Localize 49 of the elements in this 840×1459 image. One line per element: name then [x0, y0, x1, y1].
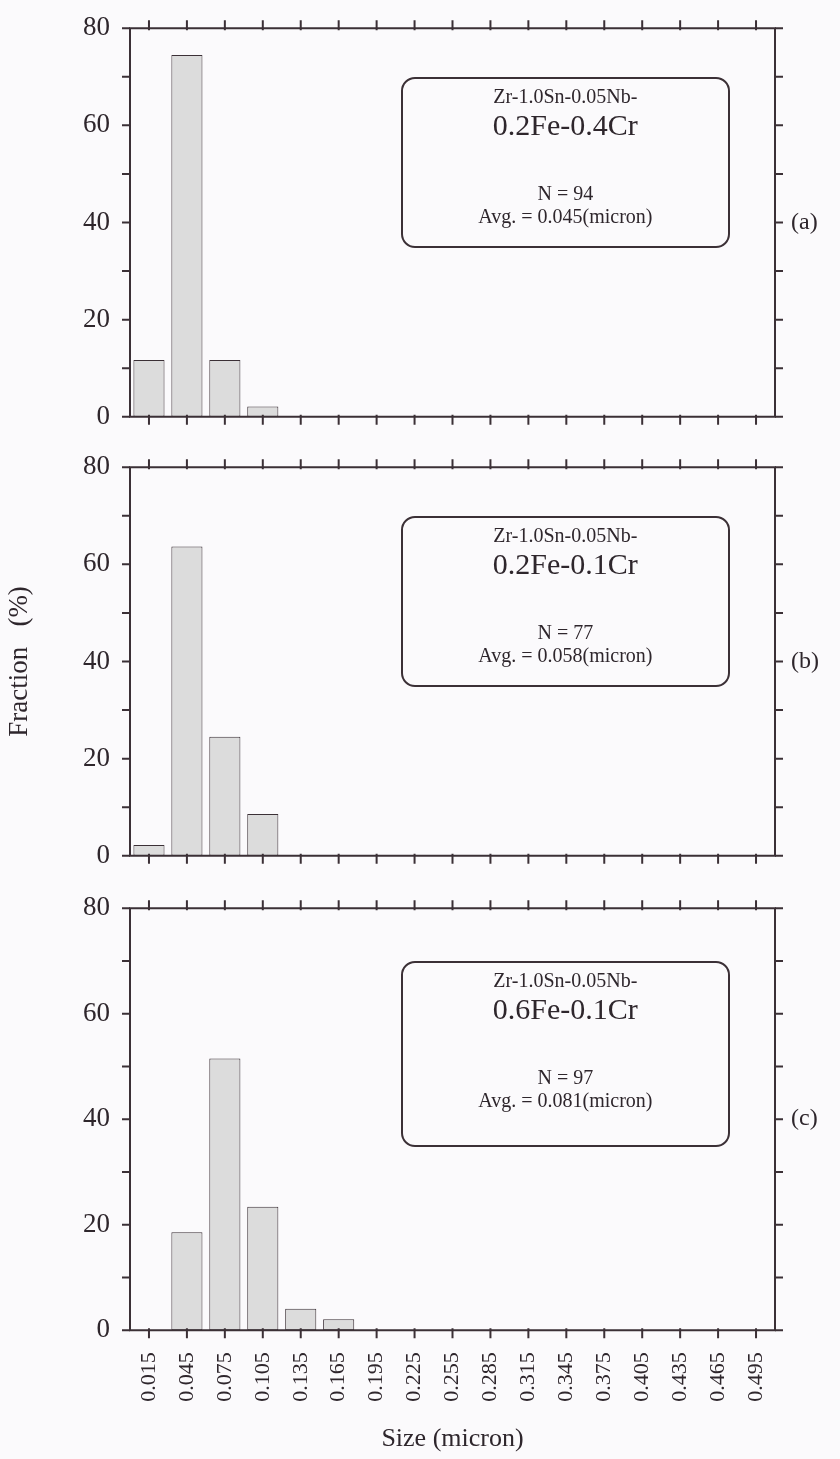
- y-tick-label: 20: [83, 741, 110, 772]
- y-tick-label: 40: [83, 1102, 110, 1133]
- x-axis-title: Size (micron): [381, 1423, 524, 1453]
- x-tick-label: 0.465: [703, 1352, 729, 1402]
- x-tick-label: 0.495: [741, 1352, 767, 1402]
- x-tick-label: 0.045: [172, 1352, 198, 1402]
- text: (a): [791, 207, 818, 235]
- x-tick-label: 0.345: [552, 1352, 578, 1402]
- y-tick-label: 60: [83, 996, 110, 1027]
- y-tick-label: 20: [83, 1207, 110, 1238]
- annotation: N = 94: [536, 182, 595, 206]
- y-tick-label: 60: [83, 547, 110, 578]
- annotation: Zr-1.0Sn-0.05Nb-: [492, 523, 639, 547]
- x-tick-label: 0.285: [476, 1352, 502, 1402]
- annotation: Avg. = 0.058(micron): [477, 644, 654, 668]
- y-tick-label: 80: [83, 11, 110, 42]
- x-tick-label: 0.375: [590, 1352, 616, 1402]
- y-axis-title: Fraction (%): [3, 586, 34, 737]
- y-tick-label: 80: [83, 891, 110, 922]
- annotation: N = 97: [536, 1066, 595, 1090]
- annotation: Avg. = 0.081(micron): [477, 1089, 654, 1113]
- x-tick-label: 0.255: [438, 1352, 464, 1402]
- y-tick-label: 80: [83, 450, 110, 481]
- x-tick-label: 0.435: [665, 1352, 691, 1402]
- annotation: 0.2Fe-0.1Cr: [491, 546, 639, 582]
- x-tick-label: 0.165: [324, 1352, 350, 1402]
- x-tick-label: 0.405: [627, 1352, 653, 1402]
- y-tick-label: 20: [83, 302, 110, 333]
- annotation: 0.6Fe-0.1Cr: [491, 991, 639, 1027]
- annotation: 0.2Fe-0.4Cr: [491, 107, 639, 143]
- y-tick-label: 0: [96, 1313, 110, 1344]
- x-tick-label: 0.225: [400, 1352, 426, 1402]
- x-tick-label: 0.015: [134, 1352, 160, 1402]
- annotation: Avg. = 0.045(micron): [477, 205, 654, 229]
- text: (b): [791, 646, 819, 674]
- annotation: Zr-1.0Sn-0.05Nb-: [492, 968, 639, 992]
- y-tick-label: 0: [96, 399, 110, 430]
- x-tick-label: 0.135: [286, 1352, 312, 1402]
- annotation: Zr-1.0Sn-0.05Nb-: [492, 84, 639, 108]
- annotation: N = 77: [536, 621, 595, 645]
- y-tick-label: 40: [83, 644, 110, 675]
- y-tick-label: 60: [83, 108, 110, 139]
- text: (c): [791, 1104, 818, 1132]
- x-tick-label: 0.075: [210, 1352, 236, 1402]
- y-tick-label: 40: [83, 205, 110, 236]
- y-tick-label: 0: [96, 838, 110, 869]
- x-tick-label: 0.195: [362, 1352, 388, 1402]
- x-tick-label: 0.315: [514, 1352, 540, 1402]
- x-tick-label: 0.105: [248, 1352, 274, 1402]
